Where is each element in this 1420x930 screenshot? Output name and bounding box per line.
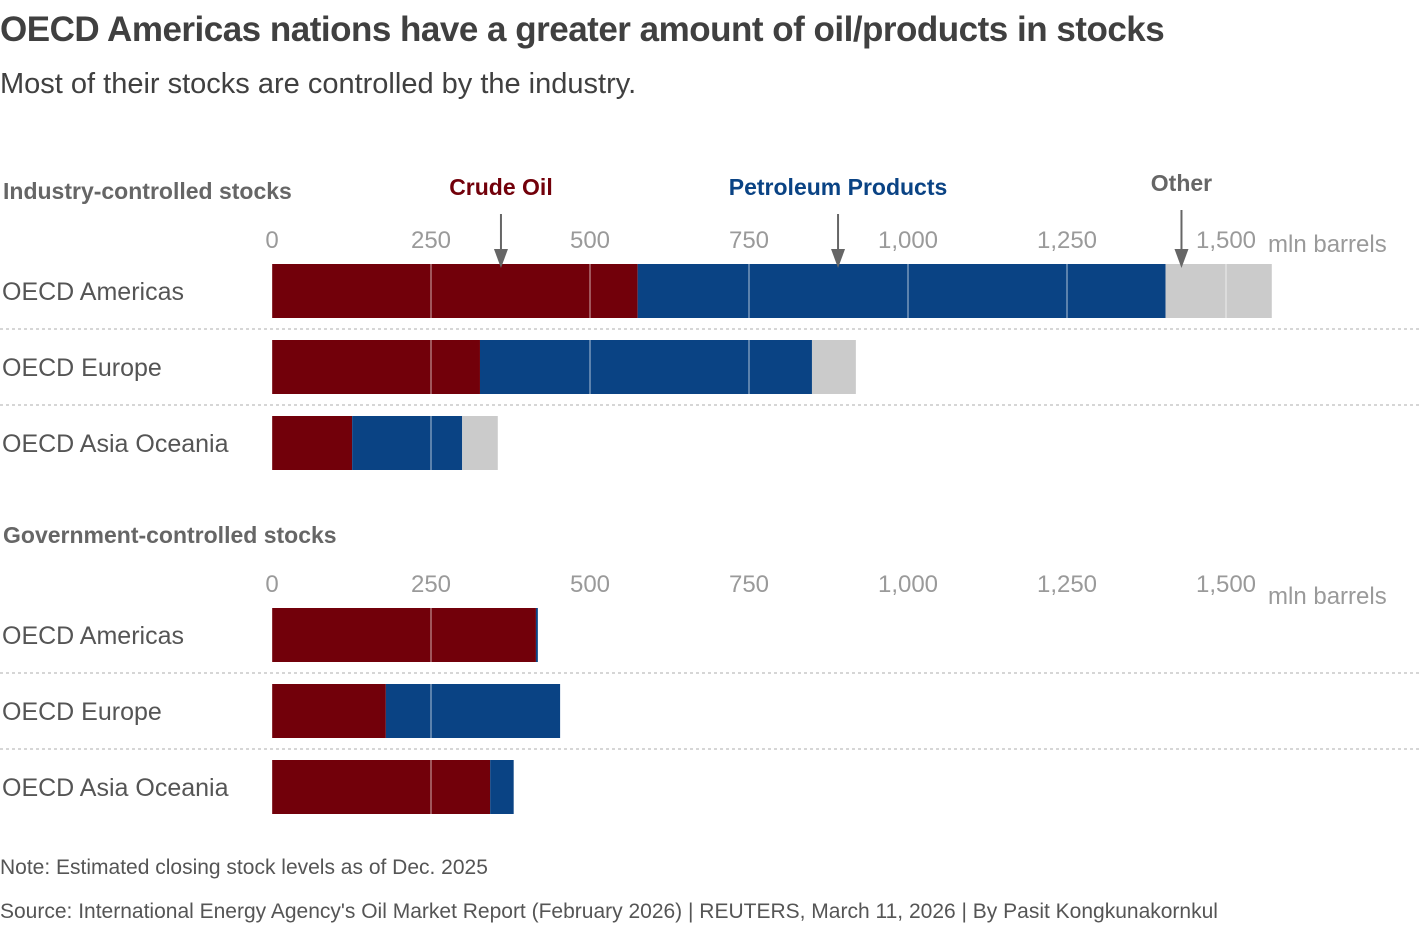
bar-products [490,760,514,814]
legend-crude-oil: Crude Oil [449,174,553,200]
legend-arrow-head-icon [1174,249,1189,268]
bar-crude [272,264,638,318]
panel-title-industry: Industry-controlled stocks [3,178,292,204]
bar-crude [272,684,386,738]
bar-crude [272,760,491,814]
x-tick-label: 500 [570,571,610,598]
category-label: OECD Americas [2,622,184,650]
bar-products [479,340,812,394]
legend-other: Other [1150,170,1213,196]
category-label: OECD Americas [2,278,184,306]
bar-products [637,264,1166,318]
source-text: Source: International Energy Agency's Oi… [0,900,1218,923]
x-axis-unit-label: mln barrels [1268,231,1387,258]
bar-other [1165,264,1272,318]
bar-products [385,684,561,738]
category-label: OECD Asia Oceania [2,774,229,802]
category-label: OECD Europe [2,354,162,382]
chart-subtitle: Most of their stocks are controlled by t… [0,68,637,100]
legend-petroleum-products: Petroleum Products [728,174,948,200]
bar-crude [272,416,353,470]
x-tick-label: 1,000 [878,571,938,598]
bar-other [462,416,498,470]
x-tick-label: 1,500 [1196,571,1256,598]
bar-crude [272,608,536,662]
bar-products [535,608,538,662]
x-tick-label: 1,250 [1037,227,1097,254]
x-tick-label: 1,500 [1196,227,1256,254]
x-tick-label: 0 [265,571,278,598]
note-text: Note: Estimated closing stock levels as … [0,856,488,879]
chart-title: OECD Americas nations have a greater amo… [0,10,1165,49]
x-tick-label: 1,000 [878,227,938,254]
category-label: OECD Europe [2,698,162,726]
x-tick-label: 250 [411,227,451,254]
x-tick-label: 0 [265,227,278,254]
x-tick-label: 250 [411,571,451,598]
legend-arrow-head-icon [493,249,508,268]
bar-products [352,416,463,470]
x-tick-label: 1,250 [1037,571,1097,598]
x-axis-unit-label: mln barrels [1268,583,1387,610]
x-tick-label: 500 [570,227,610,254]
panel-title-government: Government-controlled stocks [3,522,337,548]
x-tick-label: 750 [729,571,769,598]
bar-other [811,340,856,394]
x-tick-label: 750 [729,227,769,254]
category-label: OECD Asia Oceania [2,430,229,458]
bar-crude [272,340,480,394]
legend-arrow-head-icon [831,249,846,268]
